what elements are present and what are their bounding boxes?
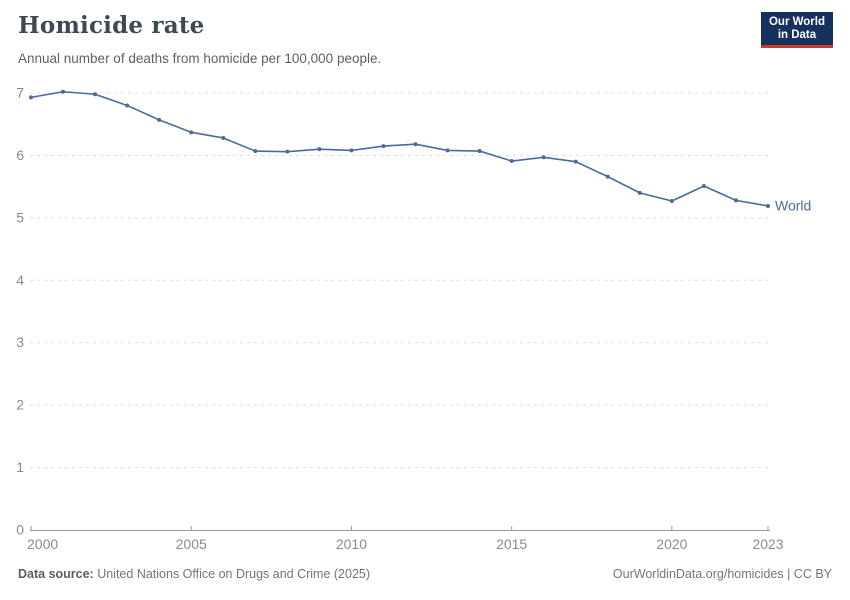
chart-subtitle: Annual number of deaths from homicide pe…: [18, 51, 382, 66]
series-line-world[interactable]: [30, 90, 769, 207]
data-point[interactable]: [509, 159, 514, 164]
owid-citation-link[interactable]: OurWorldinData.org/homicides | CC BY: [612, 567, 832, 581]
data-point[interactable]: [285, 149, 290, 154]
data-point[interactable]: [221, 135, 226, 140]
data-point[interactable]: [701, 184, 706, 189]
data-point[interactable]: [445, 148, 450, 153]
data-point[interactable]: [605, 174, 610, 179]
x-tick-label: 2023: [752, 536, 783, 552]
data-source-text: United Nations Office on Drugs and Crime…: [93, 567, 371, 581]
data-point[interactable]: [317, 147, 322, 152]
data-point[interactable]: [733, 198, 738, 203]
data-point[interactable]: [349, 148, 354, 153]
data-point[interactable]: [573, 159, 578, 164]
x-tick-label: 2010: [336, 536, 367, 552]
y-tick-label: 5: [16, 209, 24, 225]
data-point[interactable]: [93, 92, 98, 97]
data-point[interactable]: [766, 203, 770, 208]
data-point[interactable]: [541, 155, 546, 160]
y-tick-label: 0: [16, 522, 24, 538]
x-tick-label: 2005: [176, 536, 207, 552]
data-point[interactable]: [29, 95, 33, 100]
x-tick-label: 2020: [656, 536, 687, 552]
data-source: Data source: United Nations Office on Dr…: [18, 567, 370, 581]
owid-logo-line2: in Data: [777, 29, 817, 41]
y-tick-label: 6: [16, 147, 24, 163]
data-source-label: Data source:: [18, 567, 94, 581]
chart-footer: Data source: United Nations Office on Dr…: [0, 567, 850, 581]
data-point[interactable]: [253, 149, 258, 154]
y-tick-label: 2: [16, 397, 24, 413]
data-point[interactable]: [157, 117, 162, 122]
data-point[interactable]: [637, 190, 642, 195]
y-tick-label: 1: [16, 459, 24, 475]
y-tick-label: 7: [16, 85, 24, 101]
data-point[interactable]: [413, 142, 418, 147]
page-title: Homicide rate: [18, 12, 205, 39]
y-tick-label: 3: [16, 334, 24, 350]
data-point[interactable]: [61, 89, 66, 94]
data-point[interactable]: [381, 144, 386, 149]
y-tick-label: 4: [16, 272, 24, 288]
data-point[interactable]: [125, 103, 130, 108]
owid-logo[interactable]: Our World in Data: [760, 12, 833, 48]
data-point[interactable]: [189, 130, 194, 135]
series-label-world: World: [775, 197, 811, 213]
x-tick-label: 2000: [27, 536, 58, 552]
x-tick-label: 2015: [496, 536, 527, 552]
data-point[interactable]: [477, 149, 482, 154]
data-point[interactable]: [669, 199, 674, 204]
owid-logo-line1: Our World: [768, 16, 825, 28]
